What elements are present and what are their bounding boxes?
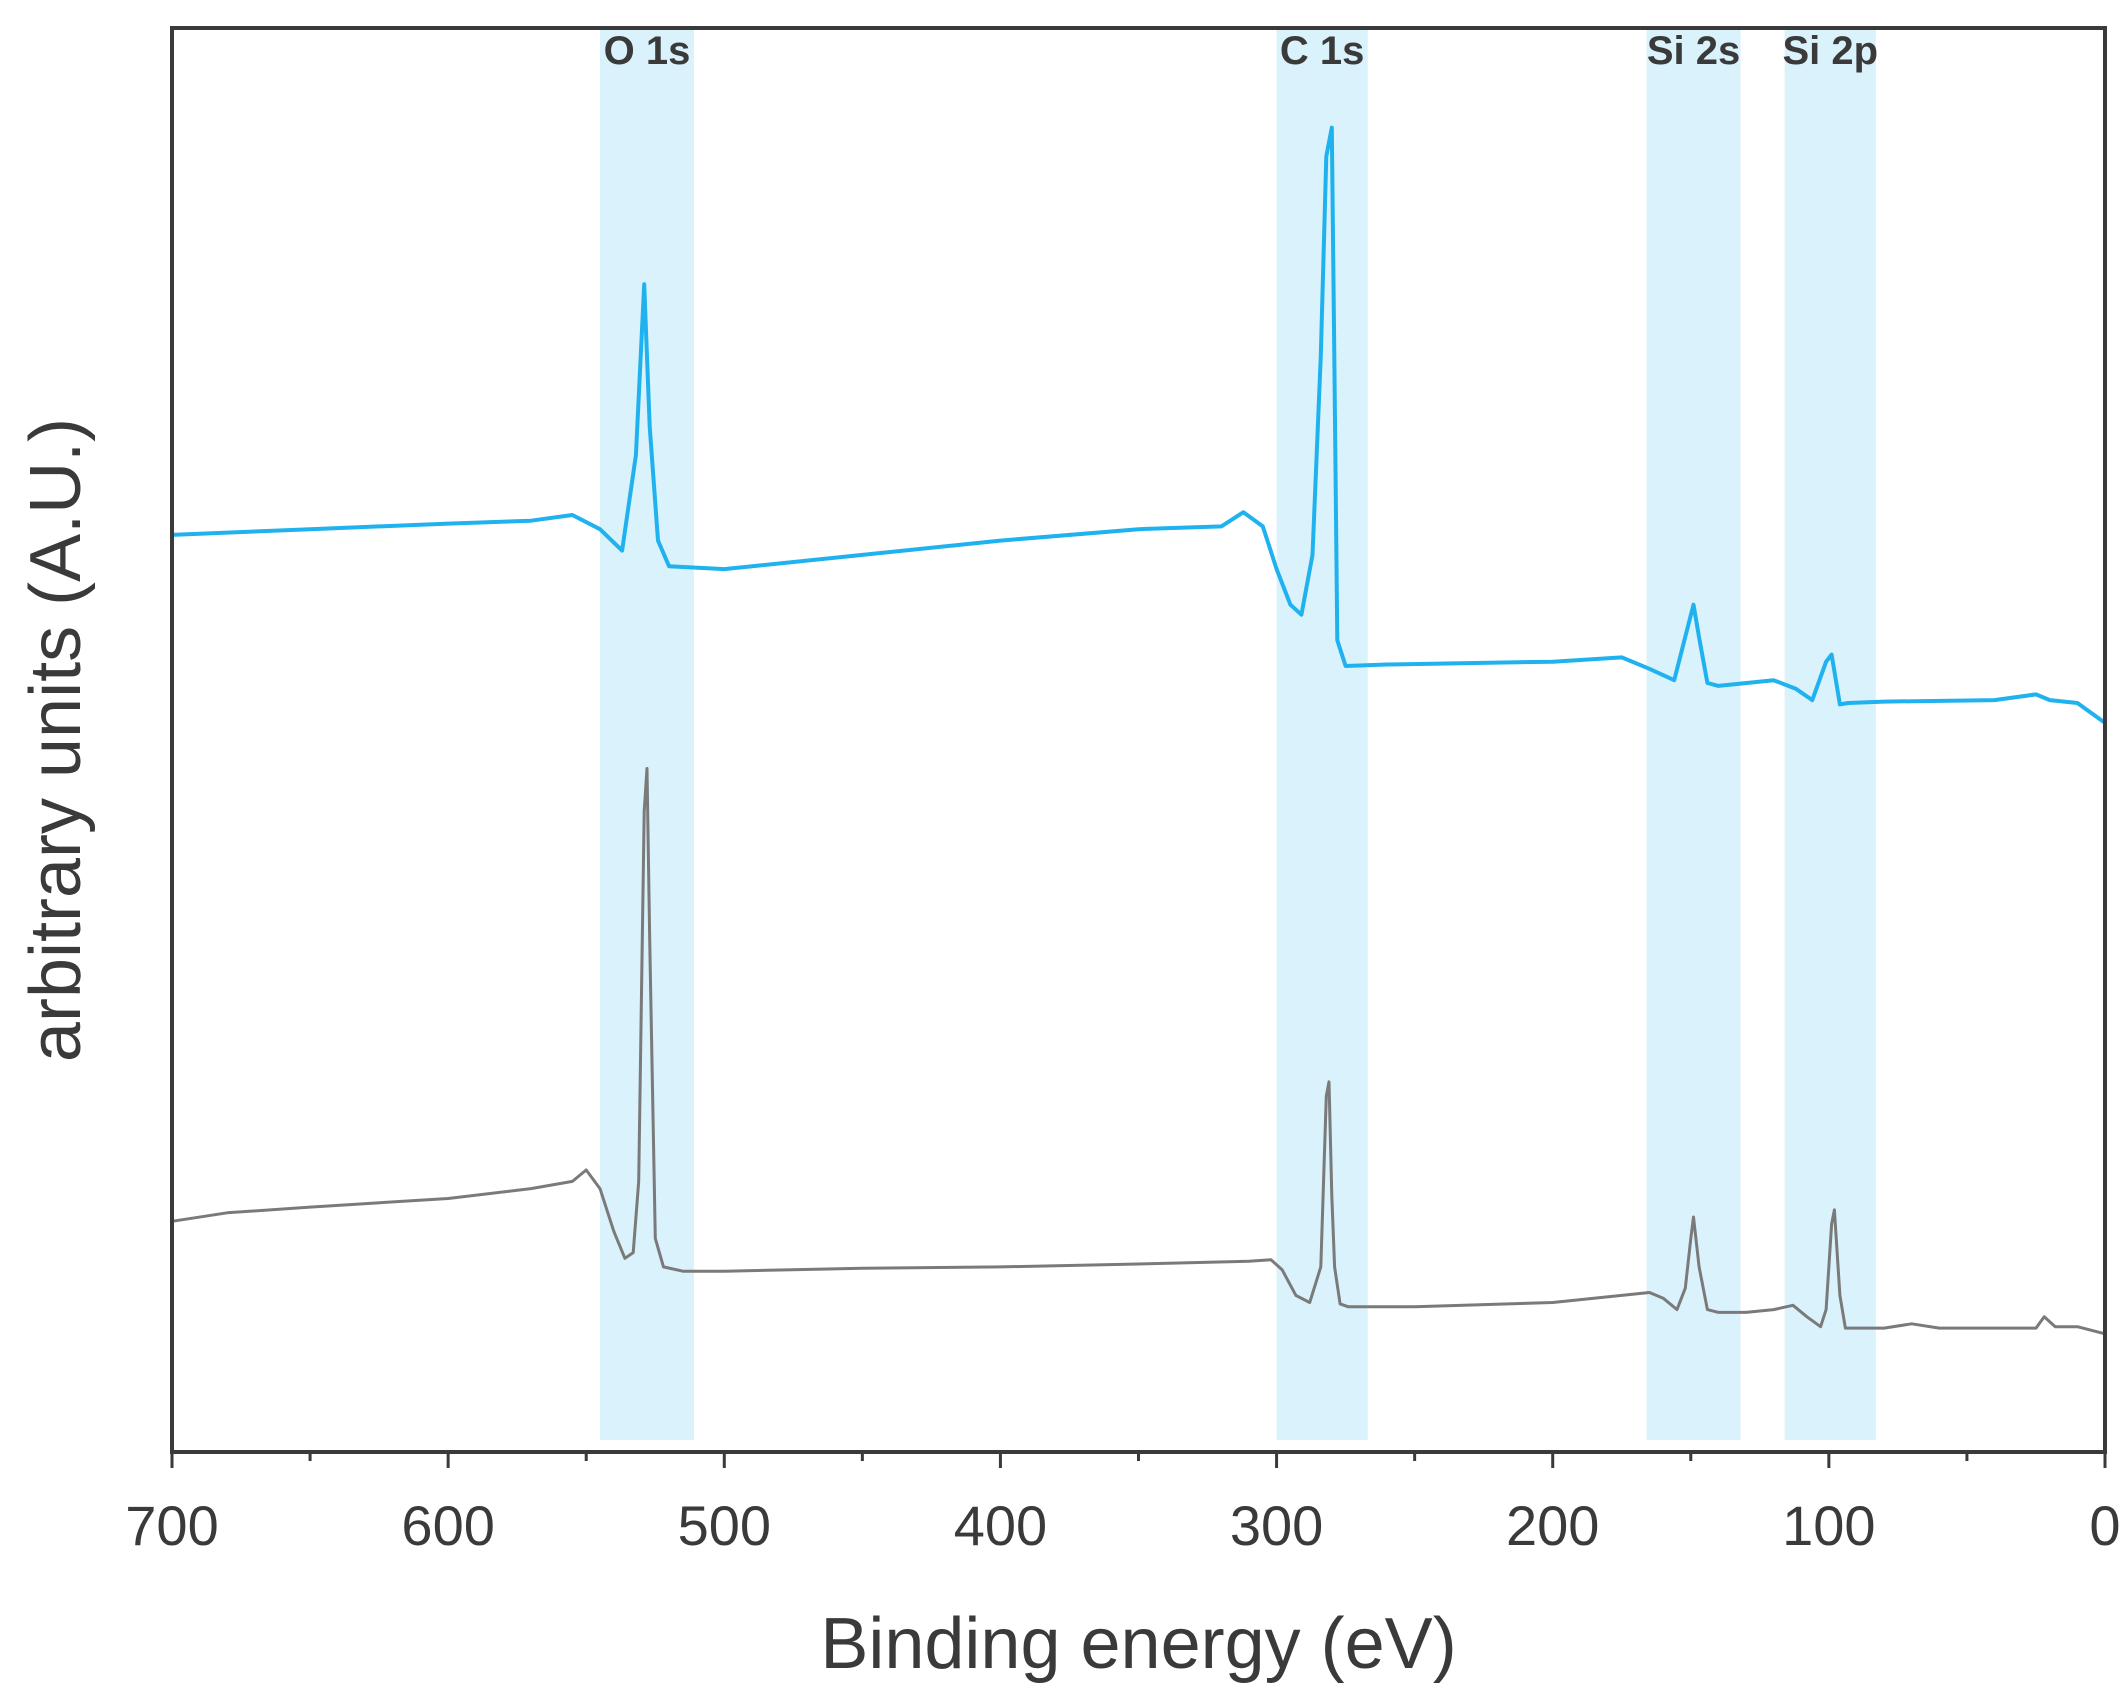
highlight-regions (600, 30, 1876, 1440)
x-tick-label: 300 (1230, 1494, 1323, 1557)
x-tick-label: 700 (125, 1494, 218, 1557)
x-tick-label: 100 (1782, 1494, 1875, 1557)
region-label-2: Si 2s (1647, 29, 1740, 73)
series-layer (171, 125, 2107, 1336)
x-tick-label: 200 (1506, 1494, 1599, 1557)
region-label-0: O 1s (604, 29, 691, 73)
series-line-0 (171, 125, 2107, 725)
x-tick-label: 0 (2089, 1494, 2120, 1557)
x-tick-label: 500 (678, 1494, 771, 1557)
x-tick-label: 600 (401, 1494, 494, 1557)
x-axis-title: Binding energy (eV) (820, 1604, 1456, 1684)
region-band-3 (1784, 30, 1876, 1440)
region-band-0 (600, 30, 694, 1440)
series-line-1 (171, 767, 2106, 1336)
x-tick-label: 400 (954, 1494, 1047, 1557)
region-band-2 (1646, 30, 1741, 1440)
region-label-3: Si 2p (1782, 29, 1878, 73)
region-label-1: C 1s (1280, 29, 1365, 73)
region-labels: O 1s C 1s Si 2s Si 2p (604, 29, 1878, 73)
y-axis-title: arbitrary units (A.U.) (16, 418, 96, 1062)
x-axis-ticks: 700 600 500 400 300 200 100 0 (125, 1452, 2121, 1557)
